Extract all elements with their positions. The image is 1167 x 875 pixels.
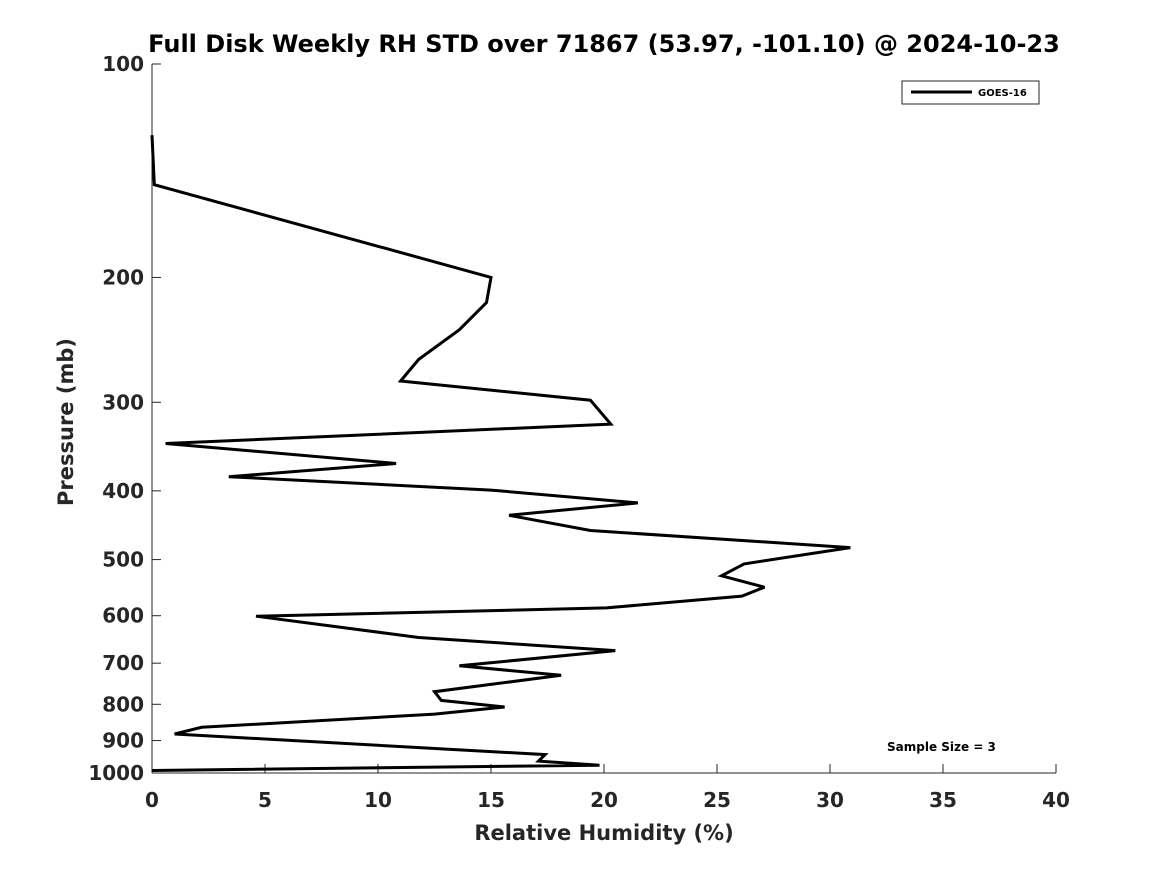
y-tick-label: 300 [102,390,144,414]
y-tick-label: 100 [102,52,144,76]
x-axis-label: Relative Humidity (%) [474,821,733,845]
legend-label-goes-16: GOES-16 [978,88,1027,99]
y-tick-label: 200 [102,265,144,289]
y-tick-label: 700 [102,651,144,675]
legend: GOES-16 [901,80,1040,105]
series-line-goes-16 [150,135,851,772]
y-axis-ticks: 100 200 300 400 500 600 700 800 900 1000 [88,52,161,785]
x-tick-label: 15 [477,788,505,812]
x-tick-label: 0 [145,788,159,812]
y-axis-label: Pressure (mb) [54,338,78,506]
y-tick-label: 400 [102,479,144,503]
x-tick-label: 30 [816,788,844,812]
x-tick-label: 20 [590,788,618,812]
y-tick-label: 800 [102,692,144,716]
x-tick-label: 25 [703,788,731,812]
x-tick-label: 10 [364,788,392,812]
y-tick-label: 1000 [88,761,144,785]
x-tick-label: 35 [929,788,957,812]
x-tick-label: 5 [258,788,272,812]
x-axis-ticks: 0 5 10 15 20 25 30 35 40 [145,764,1070,812]
y-tick-label: 900 [102,729,144,753]
chart-title: Full Disk Weekly RH STD over 71867 (53.9… [148,30,1060,58]
plot-area: 100 200 300 400 500 600 700 800 900 1000 0 5 10 15 20… [88,52,1070,812]
y-tick-label: 500 [102,548,144,572]
x-tick-label: 40 [1042,788,1070,812]
sample-size-annotation: Sample Size = 3 [887,740,996,754]
series-layer [150,135,851,772]
y-tick-label: 600 [102,604,144,628]
